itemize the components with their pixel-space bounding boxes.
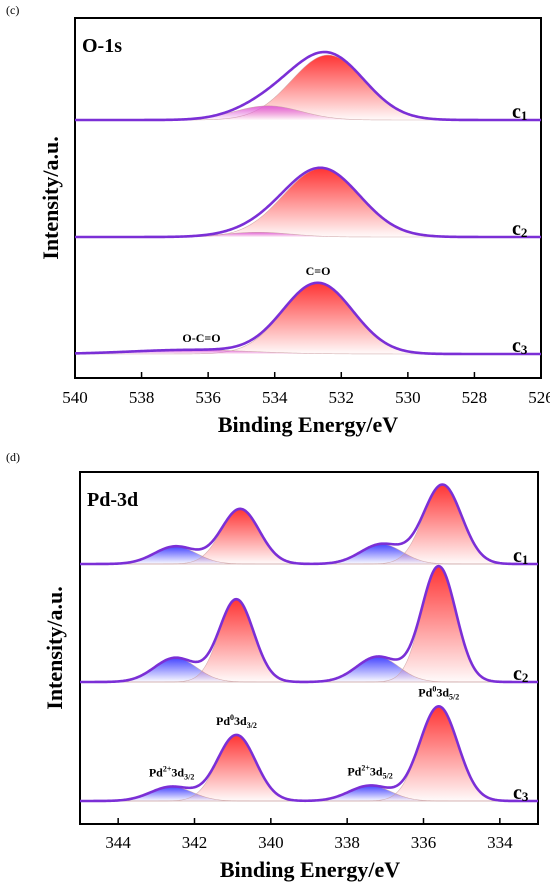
x-tick-label: 334: [487, 833, 513, 852]
annotations: C=O O-C=O: [182, 264, 330, 345]
envelope-line: [75, 166, 541, 239]
peak-fill: [80, 706, 538, 801]
x-tick-label: 536: [195, 388, 221, 407]
trace-label-c1: c1: [512, 101, 527, 123]
x-tick-label: 526: [528, 388, 550, 407]
chart-title-d: Pd-3d: [87, 489, 138, 511]
plot-area-d: c1 c2 c3 Pd2+3d3/2 Pd03d3/2 Pd2+3d5/2 Pd03d5/2: [80, 483, 538, 804]
peak-fill: [80, 546, 538, 564]
series-c2: c2: [80, 564, 538, 685]
series-c2: c2: [75, 166, 541, 240]
peak-annotation: Pd2+3d3/2: [149, 764, 195, 781]
chart-title-c: O-1s: [82, 35, 122, 57]
peak-fill: [80, 484, 538, 564]
peak-fill: [80, 657, 538, 682]
series-c3: c3: [80, 705, 538, 804]
peak-annotation: Pd03d5/2: [418, 684, 459, 701]
trace-label-c2: c2: [512, 218, 527, 240]
trace-label-c3: c3: [512, 335, 528, 357]
peak-fill: [75, 168, 541, 237]
x-tick-label: 532: [329, 388, 355, 407]
peak-annotation: Pd03d3/2: [216, 713, 257, 730]
x-ticks-c: 540 538 536 534 532 530 528 526: [62, 372, 550, 407]
x-axis-title-d: Binding Energy/eV: [220, 857, 400, 882]
x-tick-label: 338: [334, 833, 360, 852]
panel-label-d: (d): [6, 450, 20, 464]
peak-annotation: Pd2+3d5/2: [347, 763, 393, 780]
panel-label-c: (c): [6, 3, 19, 17]
y-axis-title-c: Intensity/a.u.: [38, 136, 63, 259]
envelope-line: [80, 483, 538, 566]
panel-d: (d) Pd-3d Intensity/a.u. Binding Energy/…: [6, 450, 539, 882]
envelope-line: [80, 705, 538, 803]
peak-fill: [80, 566, 538, 682]
trace-label-c2: c2: [513, 663, 528, 685]
peak-annotation: C=O: [306, 264, 331, 278]
peak-fill: [75, 105, 541, 120]
plot-area-c: c1 c2 c3 C=O O-C=O: [74, 50, 541, 357]
x-tick-label: 534: [262, 388, 288, 407]
peak-fill: [75, 283, 541, 354]
x-axis-title-c: Binding Energy/eV: [218, 412, 398, 437]
x-tick-label: 538: [129, 388, 155, 407]
trace-label-c1: c1: [513, 545, 528, 567]
envelope-line: [75, 50, 541, 122]
x-tick-label: 344: [105, 833, 131, 852]
peak-fill: [75, 55, 541, 120]
trace-label-c3: c3: [513, 782, 529, 804]
y-axis-title-d: Intensity/a.u.: [42, 586, 67, 709]
peak-annotation: O-C=O: [182, 331, 220, 345]
x-ticks-d: 344 342 340 338 336 334: [105, 818, 513, 852]
x-tick-label: 340: [258, 833, 284, 852]
plot-frame-c: [74, 17, 542, 379]
peak-fill: [75, 232, 541, 237]
series-c1: c1: [75, 50, 541, 123]
x-tick-label: 528: [462, 388, 488, 407]
series-c1: c1: [80, 483, 538, 567]
panel-c: (c) O-1s Intensity/a.u. Binding Energy/e…: [6, 3, 550, 437]
envelope-line: [80, 564, 538, 684]
x-tick-label: 530: [395, 388, 421, 407]
series-c3: c3: [74, 281, 541, 357]
x-tick-label: 342: [182, 833, 208, 852]
envelope-line: [74, 281, 541, 356]
x-tick-label: 540: [62, 388, 88, 407]
plot-frame-d: [79, 471, 539, 825]
annotations: Pd2+3d3/2 Pd03d3/2 Pd2+3d5/2 Pd03d5/2: [149, 684, 459, 781]
x-tick-label: 336: [411, 833, 437, 852]
